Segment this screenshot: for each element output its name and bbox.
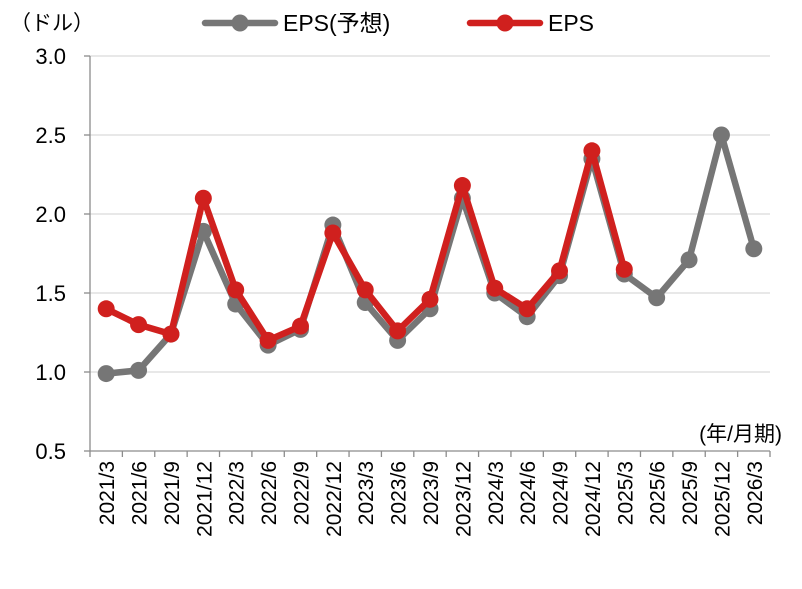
eps-actual-point <box>486 279 504 297</box>
eps-actual-point <box>421 290 439 308</box>
eps-actual-point <box>453 177 471 195</box>
eps-actual-point <box>162 325 180 343</box>
eps-actual-point <box>194 189 212 207</box>
legend: EPS(予想) EPS <box>201 10 594 36</box>
eps-forecast-point <box>97 365 115 383</box>
eps-actual-point <box>389 322 407 340</box>
y-tick-label: 2.5 <box>35 123 66 148</box>
eps-actual-point <box>291 317 309 335</box>
legend-eps-actual-swatch-marker <box>496 14 514 32</box>
y-tick-label: 2.0 <box>35 202 66 227</box>
x-tick-label: 2023/12 <box>452 461 475 537</box>
eps-forecast-point <box>680 251 698 269</box>
series-layer <box>97 126 763 383</box>
y-tick-label: 3.0 <box>35 44 66 69</box>
eps-actual-point <box>324 224 342 242</box>
eps-actual-point <box>583 142 601 160</box>
x-tick-label: 2021/9 <box>161 461 184 525</box>
y-tick-label: 0.5 <box>35 439 66 464</box>
x-tick-label: 2021/6 <box>129 461 152 525</box>
x-tick-label: 2024/6 <box>517 461 540 525</box>
eps-forecast-point <box>745 240 763 258</box>
legend-eps-actual-label: EPS <box>548 10 594 36</box>
x-tick-label: 2022/3 <box>226 461 249 525</box>
eps-actual-point <box>518 300 536 318</box>
gridlines <box>90 55 770 373</box>
period-label: (年/月期) <box>699 423 782 446</box>
x-tick-label: 2024/3 <box>485 461 508 525</box>
x-tick-label: 2023/6 <box>388 461 411 525</box>
y-tick-labels: 0.5 1.0 1.5 2.0 2.5 3.0 <box>35 44 66 464</box>
legend-eps-forecast-swatch-marker <box>231 14 249 32</box>
x-tick-label: 2025/12 <box>711 461 734 537</box>
eps-actual-line <box>102 147 628 344</box>
eps-actual-point <box>259 331 277 349</box>
x-tick-label: 2022/6 <box>258 461 281 525</box>
legend-eps-forecast-label: EPS(予想) <box>283 10 390 36</box>
x-tick-label: 2022/9 <box>290 461 313 525</box>
x-tick-label: 2023/3 <box>355 461 378 525</box>
x-tick-label: 2026/3 <box>744 461 767 525</box>
x-tick-label: 2025/3 <box>614 461 637 525</box>
x-tick-label: 2024/9 <box>550 461 573 525</box>
eps-actual-point <box>130 316 148 334</box>
eps-actual-point <box>551 262 569 280</box>
x-tick-label: 2025/9 <box>679 461 702 525</box>
x-tick-label: 2023/9 <box>420 461 443 525</box>
eps-actual-point <box>227 281 245 299</box>
eps-actual-point <box>356 281 374 299</box>
x-tick-label: 2024/12 <box>582 461 605 537</box>
y-tick-label: 1.5 <box>35 281 66 306</box>
eps-actual-point <box>615 260 633 278</box>
y-tick-label: 1.0 <box>35 360 66 385</box>
eps-forecast-line <box>102 131 758 377</box>
eps-forecast-point <box>130 361 148 379</box>
axes <box>84 55 771 457</box>
x-tick-label: 2025/6 <box>647 461 670 525</box>
x-tick-label: 2021/12 <box>193 461 216 537</box>
y-unit-label: （ドル） <box>10 12 94 35</box>
eps-forecast-point <box>648 289 666 307</box>
eps-actual-point <box>97 300 115 318</box>
x-tick-label: 2022/12 <box>323 461 346 537</box>
x-tick-labels: 2021/3 2021/6 2021/9 2021/12 2022/3 2022/6 202… <box>96 461 767 537</box>
eps-forecast-point <box>712 126 730 144</box>
x-tick-label: 2021/3 <box>96 461 119 525</box>
